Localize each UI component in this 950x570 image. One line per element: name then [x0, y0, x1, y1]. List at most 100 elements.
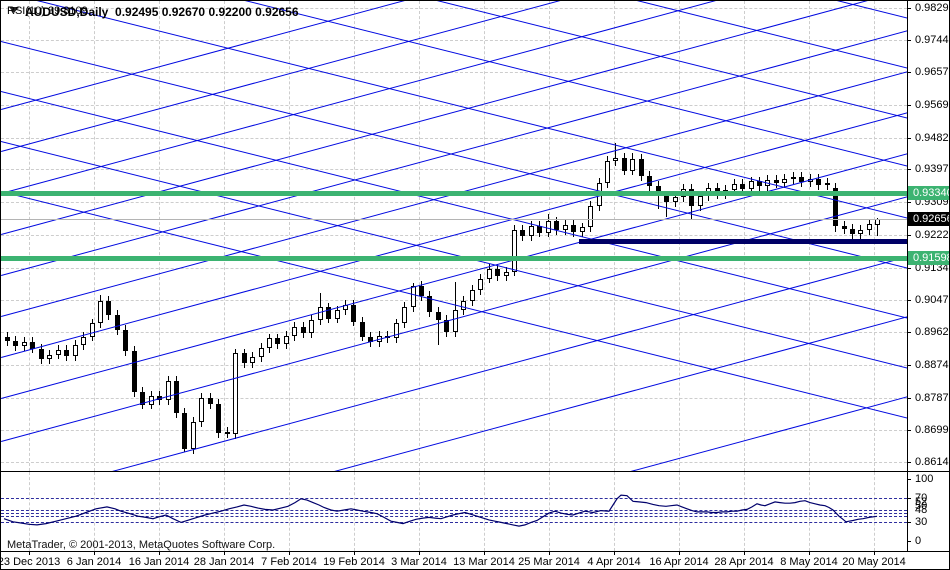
rsi-level-line: [1, 516, 907, 518]
price-axis-label: 0.86995: [915, 424, 949, 436]
candle-body-bullish: [732, 184, 737, 190]
candle-body-bullish: [402, 307, 407, 323]
candle-body-bullish: [588, 206, 593, 227]
candle-body-bearish: [799, 177, 804, 182]
price-chart-pane: [1, 1, 907, 471]
symbol-dropdown-arrow[interactable]: [9, 7, 19, 13]
gridline-horizontal: [1, 169, 907, 170]
candle-body-bearish: [571, 225, 576, 232]
price-axis-tick: [908, 138, 911, 139]
candle-body-bearish: [64, 350, 69, 356]
candle-body-bullish: [394, 323, 399, 338]
candle-body-bullish: [73, 345, 78, 356]
trendline-ascending[interactable]: [1, 1, 907, 152]
candle-body-bullish: [858, 230, 863, 234]
candle-body-bullish: [825, 183, 830, 185]
trendline-ascending[interactable]: [1, 1, 907, 317]
candle-body-bullish: [453, 310, 458, 332]
candle-body-bullish: [791, 177, 796, 179]
candle-body-bullish: [470, 290, 475, 301]
gridline-vertical: [29, 472, 30, 551]
candle-body-bullish: [765, 180, 770, 186]
candle-body-bullish: [166, 381, 171, 400]
time-axis-tick: [484, 552, 485, 555]
horizontal-line-navy-level[interactable]: [579, 239, 907, 244]
horizontal-line-support[interactable]: [1, 256, 907, 261]
time-axis-tick: [809, 552, 810, 555]
time-axis-label: 23 Dec 2013: [1, 556, 61, 568]
candle-wick: [666, 191, 667, 217]
trendline-ascending[interactable]: [1, 1, 907, 235]
gridline-vertical: [224, 1, 225, 471]
candle-body-bearish: [216, 404, 221, 433]
candle-body-bearish: [106, 301, 111, 315]
gridline-vertical: [484, 472, 485, 551]
candle-body-bearish: [495, 269, 500, 276]
time-axis-tick: [354, 552, 355, 555]
trendline-ascending[interactable]: [1, 436, 907, 471]
rsi-axis-label: 100: [915, 473, 934, 485]
time-axis-separator: [1, 551, 949, 552]
time-axis-tick: [29, 552, 30, 555]
gridline-vertical: [354, 472, 355, 551]
time-axis-label: 25 Mar 2014: [518, 556, 580, 568]
price-axis-tick: [908, 202, 911, 203]
candle-body-bearish: [740, 184, 745, 189]
candle-body-bullish: [98, 301, 103, 323]
trendline-ascending[interactable]: [1, 33, 907, 399]
candle-body-bearish: [326, 307, 331, 319]
candle-body-bullish: [81, 337, 86, 345]
rsi-indicator-pane: [1, 472, 907, 551]
trendline-ascending[interactable]: [1, 1, 907, 194]
candle-body-bearish: [850, 229, 855, 234]
gridline-vertical: [94, 1, 95, 471]
candle-body-bearish: [427, 296, 432, 312]
candle-body-bearish: [520, 230, 525, 236]
pane-separator[interactable]: [1, 471, 949, 472]
price-axis-separator: [907, 1, 908, 551]
candle-body-bullish: [461, 301, 466, 310]
time-axis-label: 28 Apr 2014: [714, 556, 774, 568]
candle-body-bearish: [39, 349, 44, 359]
gridline-vertical: [289, 1, 290, 471]
rsi-axis-label: 0: [915, 535, 922, 547]
candle-body-bullish: [546, 221, 551, 233]
gridline-horizontal: [1, 462, 907, 463]
candle-body-bullish: [504, 272, 509, 276]
price-axis-label: 0.95695: [915, 99, 949, 111]
horizontal-line-resistance[interactable]: [1, 191, 907, 196]
time-axis-label: 19 Feb 2014: [323, 556, 385, 568]
rsi-axis-label-cluster: 48: [915, 504, 928, 516]
price-axis-tick: [908, 8, 911, 9]
time-axis-label: 16 Jan 2014: [128, 556, 190, 568]
gridline-horizontal: [1, 138, 907, 139]
trendline-descending[interactable]: [1, 1, 907, 332]
candle-body-bearish: [385, 336, 390, 338]
gridline-vertical: [419, 472, 420, 551]
candle-body-bullish: [605, 161, 610, 183]
candle-wick: [877, 218, 878, 236]
price-axis-label: 0.91345: [915, 262, 949, 274]
candle-body-bullish: [225, 432, 230, 434]
candle-body-bearish: [275, 338, 280, 344]
gridline-vertical: [679, 1, 680, 471]
candle-body-bearish: [554, 221, 559, 230]
rsi-line: [3, 494, 878, 527]
candle-body-bullish: [630, 159, 635, 171]
candle-body-bullish: [377, 336, 382, 342]
time-axis-tick: [549, 552, 550, 555]
candle-body-bullish: [56, 350, 61, 355]
candle-body-bearish: [5, 337, 10, 341]
gridline-vertical: [354, 1, 355, 471]
candle-body-bullish: [284, 336, 289, 344]
time-axis-tick: [679, 552, 680, 555]
gridline-horizontal: [1, 365, 907, 366]
gridline-vertical: [614, 472, 615, 551]
candle-body-bearish: [816, 179, 821, 185]
time-axis-label: 6 Jan 2014: [66, 556, 122, 568]
gridline-horizontal: [1, 235, 907, 236]
